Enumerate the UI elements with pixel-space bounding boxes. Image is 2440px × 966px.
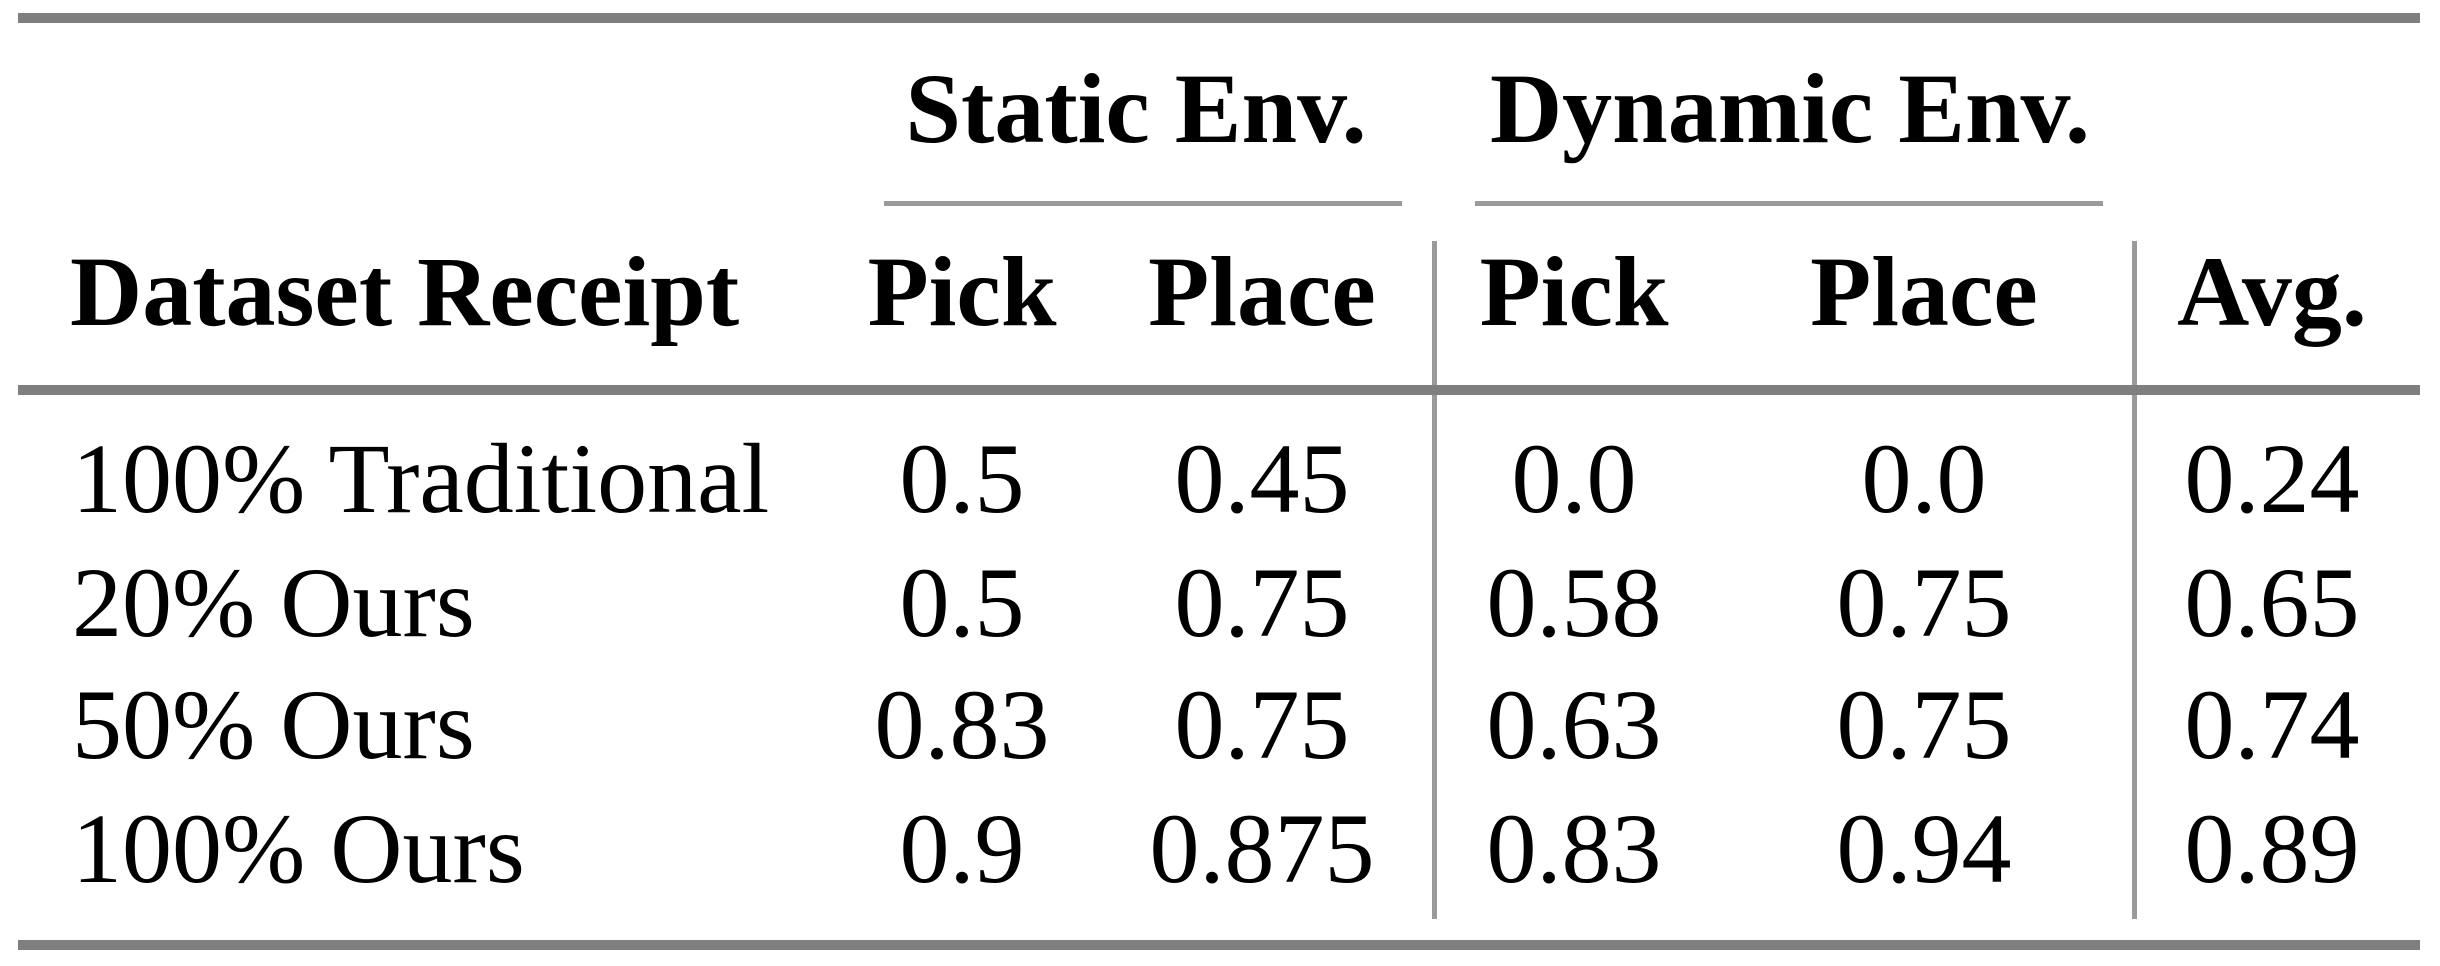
col-header-static-place: Place [1148, 236, 1376, 347]
col-header-avg: Avg. [2177, 236, 2367, 347]
dynamic-env-cmidrule [1475, 201, 2103, 206]
vertical-rule-1-header [1432, 241, 1437, 385]
cell-row0-static-pick: 0.5 [899, 423, 1025, 534]
col-header-dynamic-place: Place [1810, 236, 2038, 347]
cell-row0-dynamic-pick: 0.0 [1511, 423, 1637, 534]
col-header-dynamic-pick: Pick [1479, 236, 1669, 347]
group-header-static-env: Static Env. [905, 53, 1367, 164]
row-label-100-traditional: 100% Traditional [72, 423, 770, 534]
cell-row1-avg: 0.65 [2184, 547, 2360, 658]
mid-rule [18, 385, 2420, 395]
cell-row0-static-place: 0.45 [1174, 423, 1350, 534]
cell-row2-avg: 0.74 [2184, 669, 2360, 780]
cell-row1-dynamic-pick: 0.58 [1486, 547, 1662, 658]
cell-row1-static-pick: 0.5 [899, 547, 1025, 658]
row-label-50-ours: 50% Ours [72, 669, 475, 780]
vertical-rule-1-body [1432, 395, 1437, 919]
vertical-rule-2-body [2132, 395, 2137, 919]
cell-row0-avg: 0.24 [2184, 423, 2360, 534]
group-header-dynamic-env: Dynamic Env. [1489, 53, 2091, 164]
cell-row2-dynamic-pick: 0.63 [1486, 669, 1662, 780]
bottom-rule [18, 940, 2420, 950]
vertical-rule-2-header [2132, 241, 2137, 385]
cell-row3-dynamic-pick: 0.83 [1486, 793, 1662, 904]
row-label-20-ours: 20% Ours [72, 547, 475, 658]
cell-row3-avg: 0.89 [2184, 793, 2360, 904]
col-header-dataset-receipt: Dataset Receipt [70, 236, 740, 347]
cell-row1-dynamic-place: 0.75 [1836, 547, 2012, 658]
col-header-static-pick: Pick [867, 236, 1057, 347]
cell-row3-static-place: 0.875 [1149, 793, 1375, 904]
top-rule [18, 13, 2420, 23]
static-env-cmidrule [884, 201, 1402, 206]
cell-row3-static-pick: 0.9 [899, 793, 1025, 904]
cell-row3-dynamic-place: 0.94 [1836, 793, 2012, 904]
cell-row1-static-place: 0.75 [1174, 547, 1350, 658]
cell-row2-static-place: 0.75 [1174, 669, 1350, 780]
cell-row0-dynamic-place: 0.0 [1861, 423, 1987, 534]
cell-row2-dynamic-place: 0.75 [1836, 669, 2012, 780]
cell-row2-static-pick: 0.83 [874, 669, 1050, 780]
row-label-100-ours: 100% Ours [72, 793, 525, 904]
